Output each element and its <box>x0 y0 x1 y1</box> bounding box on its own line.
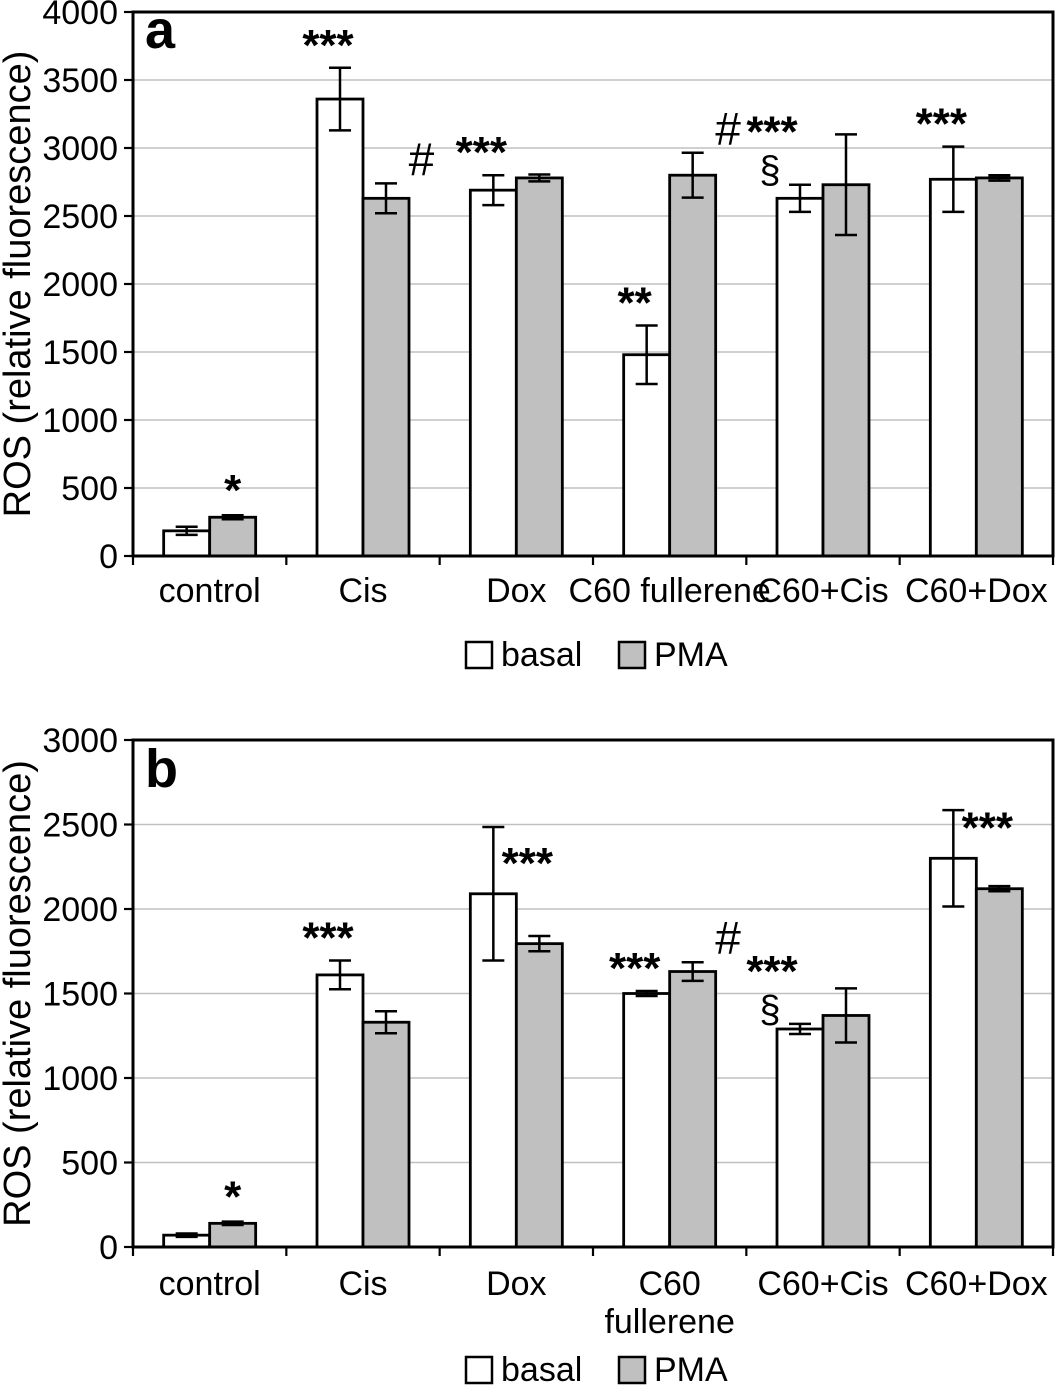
annotation-star: * <box>224 466 242 515</box>
y-tick-label: 1000 <box>42 402 118 440</box>
x-category-label: C60+Dox <box>905 572 1048 610</box>
x-category-label: Dox <box>486 572 546 610</box>
y-tick-label: 2500 <box>42 198 118 236</box>
annotation-section: § <box>759 989 780 1031</box>
x-category-label: C60+Cis <box>757 1265 888 1303</box>
annotation-stars: ** <box>618 278 653 327</box>
y-tick-label: 500 <box>61 470 118 508</box>
bar-PMA-C60-fullerene <box>668 173 718 558</box>
annotation-stars: *** <box>916 100 968 149</box>
annotation-star: * <box>224 1173 242 1222</box>
y-tick-label: 500 <box>61 1145 118 1183</box>
annotation-stars: *** <box>962 803 1014 852</box>
legend-label-basal: basal <box>501 1351 582 1389</box>
bar-PMA-Dox <box>514 942 564 1249</box>
legend-swatch-PMA <box>617 1355 647 1385</box>
bar-PMA-control <box>208 515 258 558</box>
bar-basal-Cis <box>315 973 365 1249</box>
bar-PMA-C60-fullerene <box>668 970 718 1249</box>
bar-basal-Dox <box>468 188 518 558</box>
annotation-stars: *** <box>746 108 798 157</box>
legend-swatch-PMA <box>617 640 647 670</box>
bar-PMA-control <box>208 1221 258 1249</box>
y-tick-label: 3000 <box>42 722 118 760</box>
x-category-label: C60+Dox <box>905 1265 1048 1303</box>
legend-swatch-basal <box>464 640 494 670</box>
y-tick-label: 1500 <box>42 976 118 1014</box>
bar-basal-C60-fullerene <box>622 353 672 558</box>
y-tick-label: 1500 <box>42 334 118 372</box>
legend-swatch-basal <box>464 1355 494 1385</box>
panel-label: b <box>145 739 178 799</box>
bar-basal-Cis <box>315 97 365 558</box>
annotation-hash: # <box>408 133 435 185</box>
x-category-label: Dox <box>486 1265 546 1303</box>
bar-PMA-C60+Dox <box>974 176 1024 558</box>
legend-label-PMA: PMA <box>654 636 728 674</box>
x-category-label: Cis <box>338 572 387 610</box>
annotation-stars: *** <box>302 914 354 963</box>
y-axis-title: ROS (relative fluorescence) <box>0 51 39 518</box>
x-category-label: C60 <box>638 1265 700 1303</box>
annotation-stars: *** <box>502 839 554 888</box>
y-tick-label: 2000 <box>42 266 118 304</box>
x-category-label-line2: fullerene <box>604 1303 734 1341</box>
x-category-label: C60 fullerene <box>569 572 771 610</box>
bar-PMA-Cis <box>361 196 411 558</box>
y-tick-label: 2500 <box>42 807 118 845</box>
bar-PMA-C60+Dox <box>974 887 1024 1249</box>
bar-basal-C60+Cis <box>775 1027 825 1249</box>
annotation-hash: # <box>715 912 742 964</box>
annotation-stars: *** <box>746 947 798 996</box>
bar-PMA-Dox <box>514 176 564 558</box>
y-axis-title: ROS (relative fluorescence) <box>0 760 39 1227</box>
panel-b-chart: ********* ***§****#0500100015002000250030… <box>0 705 1063 1395</box>
bar-basal-C60-fullerene <box>622 992 672 1249</box>
y-tick-label: 2000 <box>42 891 118 929</box>
bar-basal-C60+Dox <box>928 177 978 558</box>
legend-label-PMA: PMA <box>654 1351 728 1389</box>
x-category-label: control <box>159 1265 261 1303</box>
y-tick-label: 3500 <box>42 62 118 100</box>
x-category-label: Cis <box>338 1265 387 1303</box>
annotation-hash: # <box>715 103 742 155</box>
panel-label: a <box>145 0 176 60</box>
bar-basal-C60+Dox <box>928 856 978 1249</box>
bar-PMA-Cis <box>361 1020 411 1249</box>
y-tick-label: 0 <box>99 1229 118 1267</box>
x-category-label: C60+Cis <box>757 572 888 610</box>
annotation-stars: *** <box>302 21 354 70</box>
x-category-label: control <box>159 572 261 610</box>
bar-PMA-C60+Cis <box>821 1014 871 1249</box>
y-tick-label: 0 <box>99 538 118 576</box>
annotation-stars: *** <box>609 944 661 993</box>
y-tick-label: 1000 <box>42 1060 118 1098</box>
bar-basal-C60+Cis <box>775 196 825 558</box>
annotation-section: § <box>759 150 780 192</box>
annotation-stars: *** <box>456 128 508 177</box>
legend-label-basal: basal <box>501 636 582 674</box>
y-tick-label: 4000 <box>42 0 118 32</box>
y-tick-label: 3000 <box>42 130 118 168</box>
bar-PMA-C60+Cis <box>821 183 871 558</box>
panel-a-chart: ***********§****##0500100015002000250030… <box>0 0 1055 674</box>
